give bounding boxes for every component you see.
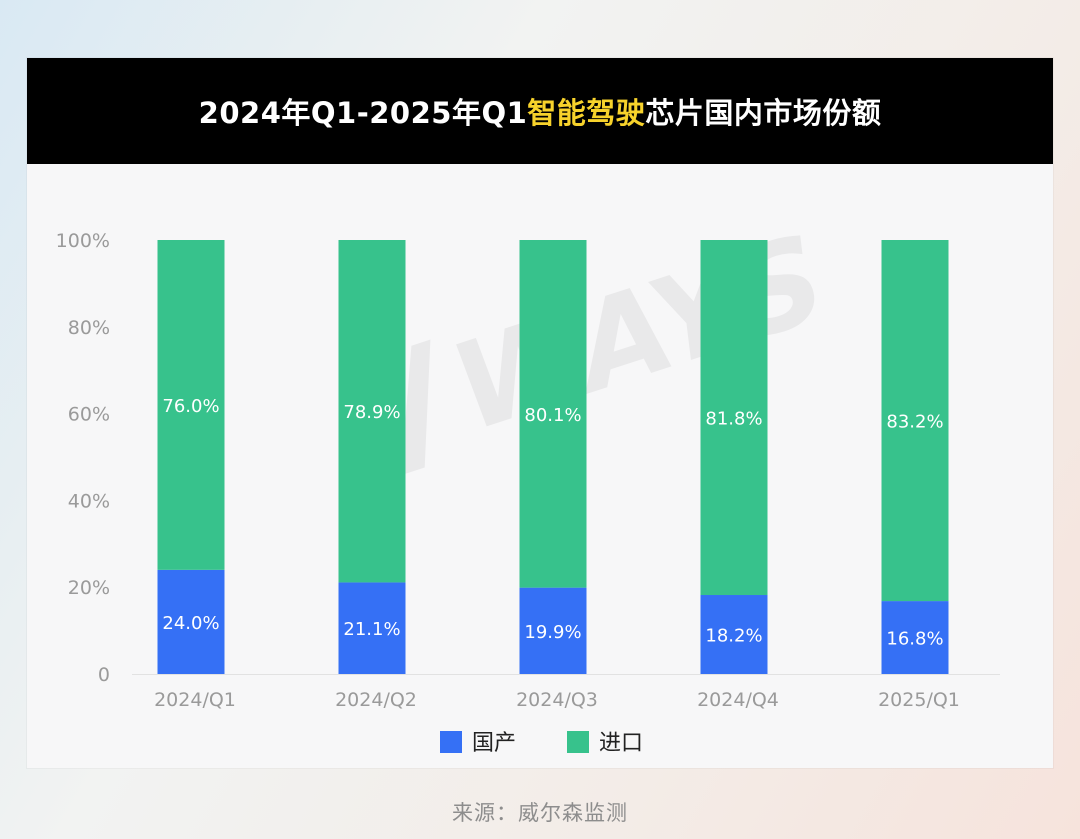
bar-domestic xyxy=(881,601,949,674)
watermark: WAYS xyxy=(400,209,842,476)
bar-import xyxy=(338,240,406,583)
bar-group: 24.0% 76.0% 2024/Q1 xyxy=(154,240,236,711)
y-tick-label: 0 xyxy=(98,664,110,686)
y-tick-label: 20% xyxy=(68,577,110,599)
bar-domestic xyxy=(338,582,406,674)
title-highlight: 智能驾驶 xyxy=(527,96,646,130)
bar-domestic xyxy=(700,595,768,674)
legend-swatch xyxy=(567,731,589,753)
data-label: 16.8% xyxy=(886,629,943,650)
bar-domestic xyxy=(519,587,587,674)
legend-swatch xyxy=(440,731,462,753)
y-tick-label: 40% xyxy=(68,490,110,512)
x-tick-label: 2024/Q3 xyxy=(516,689,598,711)
data-label: 18.2% xyxy=(705,626,762,647)
data-label: 83.2% xyxy=(886,412,943,433)
y-tick-label: 60% xyxy=(68,404,110,426)
bar-group: 21.1% 78.9% 2024/Q2 xyxy=(335,240,417,711)
data-label: 19.9% xyxy=(524,622,581,643)
y-tick-label: 100% xyxy=(56,230,110,252)
x-tick-label: 2024/Q2 xyxy=(335,689,417,711)
watermark-logo-mark xyxy=(400,339,431,476)
data-label: 81.8% xyxy=(705,409,762,430)
bar-group: 19.9% 80.1% 2024/Q3 xyxy=(516,240,598,711)
source-note: 来源：威尔森监测 xyxy=(452,801,628,825)
bar-import xyxy=(519,240,587,588)
bar-import xyxy=(700,240,768,596)
title-prefix: 2024年Q1-2025年Q1 xyxy=(198,96,528,130)
legend-item: 进口 xyxy=(567,731,643,756)
bar-import xyxy=(157,240,225,570)
data-label: 24.0% xyxy=(162,613,219,634)
data-label: 80.1% xyxy=(524,405,581,426)
y-tick-label: 80% xyxy=(68,317,110,339)
chart-title: 2024年Q1-2025年Q1 智能驾驶 芯片国内市场份额 xyxy=(27,58,1053,164)
title-suffix: 芯片国内市场份额 xyxy=(645,96,882,130)
legend-label: 国产 xyxy=(472,731,516,756)
x-tick-label: 2024/Q1 xyxy=(154,689,236,711)
bar-group: 18.2% 81.8% 2024/Q4 xyxy=(697,240,779,711)
legend-label: 进口 xyxy=(599,731,643,756)
data-label: 21.1% xyxy=(343,619,400,640)
x-tick-label: 2025/Q1 xyxy=(878,689,960,711)
x-tick-label: 2024/Q4 xyxy=(697,689,779,711)
bar-domestic xyxy=(157,569,225,674)
watermark-text: WAYS xyxy=(437,209,842,459)
data-label: 78.9% xyxy=(343,402,400,423)
bar-import xyxy=(881,240,949,602)
data-label: 76.0% xyxy=(162,396,219,417)
legend-item: 国产 xyxy=(440,731,516,756)
bar-group: 16.8% 83.2% 2025/Q1 xyxy=(878,240,960,711)
